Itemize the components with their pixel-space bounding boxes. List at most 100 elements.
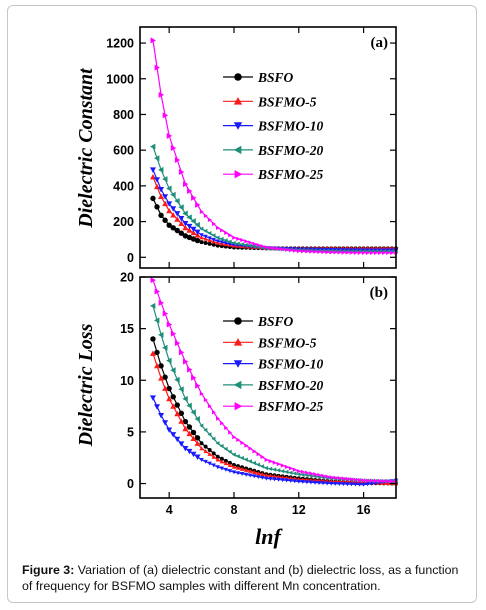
panel-b-xtick-label: 16 bbox=[357, 503, 371, 517]
panel-b-point-bsfo bbox=[170, 394, 176, 400]
panel-a-point-bsfmo-25 bbox=[203, 213, 208, 218]
panel-a-point-bsfmo-20 bbox=[227, 239, 232, 244]
panel-b-point-bsfmo-25 bbox=[256, 451, 261, 457]
panel-a-point-bsfmo-25 bbox=[365, 250, 370, 256]
panel-b-point-bsfmo-10 bbox=[149, 395, 156, 401]
panel-a-point-bsfmo-25 bbox=[305, 249, 310, 254]
panel-a-point-bsfmo-25 bbox=[329, 250, 334, 255]
panel-b-point-bsfmo-25 bbox=[357, 477, 362, 483]
panel-a-point-bsfmo-25 bbox=[211, 221, 216, 227]
panel-b-point-bsfmo-20 bbox=[288, 470, 293, 475]
panel-b-xtick-label: 4 bbox=[166, 503, 173, 517]
panel-a-point-bsfmo-20 bbox=[199, 226, 204, 231]
panel-a-point-bsfmo-25 bbox=[373, 250, 378, 256]
panel-b-point-bsfmo-10 bbox=[268, 477, 273, 481]
panel-b-point-bsfmo-20 bbox=[178, 386, 184, 393]
panel-b-point-bsfo bbox=[219, 456, 224, 461]
panel-b-point-bsfmo-25 bbox=[313, 472, 318, 477]
panel-b-point-bsfmo-5 bbox=[170, 403, 177, 409]
panel-b-point-bsfmo-25 bbox=[260, 454, 265, 460]
panel-a-point-bsfmo-25 bbox=[224, 230, 229, 235]
panel-b-point-bsfmo-25 bbox=[333, 475, 338, 480]
panel-b-point-bsfmo-10 bbox=[247, 473, 253, 478]
panel-a-point-bsfmo-25 bbox=[321, 249, 326, 255]
panel-a-ytick-label: 600 bbox=[113, 144, 134, 158]
panel-b-point-bsfmo-20 bbox=[227, 449, 232, 454]
panel-b-ytick-label: 15 bbox=[120, 322, 134, 336]
panel-a-point-bsfmo-20 bbox=[166, 185, 172, 192]
panel-a-point-bsfo bbox=[186, 234, 193, 241]
panel-b-point-bsfmo-10 bbox=[174, 436, 181, 443]
panel-b-point-bsfmo-10 bbox=[162, 420, 169, 426]
panel-b-point-bsfmo-25 bbox=[317, 472, 322, 478]
panel-a-point-bsfmo-25 bbox=[369, 250, 374, 256]
panel-b-point-bsfmo-25 bbox=[373, 478, 378, 484]
panel-a-point-bsfmo-5 bbox=[178, 220, 185, 226]
panel-b-point-bsfmo-25 bbox=[280, 463, 285, 468]
panel-a-point-bsfmo-25 bbox=[345, 250, 350, 255]
panel-a-point-bsfmo-25 bbox=[166, 132, 173, 139]
panel-b-ytick-label: 10 bbox=[120, 374, 134, 388]
panel-a-point-bsfmo-25 bbox=[357, 250, 362, 255]
panel-b-xlabel: lnf bbox=[255, 524, 283, 549]
panel-a-point-bsfmo-20 bbox=[203, 228, 208, 234]
panel-b-point-bsfmo-20 bbox=[231, 452, 236, 457]
panel-a-point-bsfmo-20 bbox=[162, 176, 168, 183]
panel-a-point-bsfmo-25 bbox=[276, 246, 281, 252]
panel-a-point-bsfmo-25 bbox=[228, 232, 233, 238]
panel-b-point-bsfmo-5 bbox=[211, 454, 216, 459]
panel-b-point-bsfmo-25 bbox=[264, 457, 269, 462]
panel-a-point-bsfmo-25 bbox=[301, 248, 306, 254]
panel-b-xtick-label: 12 bbox=[292, 503, 306, 517]
panel-b-point-bsfmo-25 bbox=[211, 410, 216, 415]
panel-b-point-bsfmo-20 bbox=[268, 466, 273, 472]
panel-b-legend-label: BSFMO-25 bbox=[257, 399, 324, 414]
panel-b-point-bsfmo-5 bbox=[158, 375, 165, 381]
panel-a-legend-label: BSFMO-10 bbox=[257, 119, 324, 134]
panel-a-point-bsfmo-20 bbox=[211, 233, 216, 238]
panel-b-point-bsfmo-10 bbox=[345, 482, 350, 487]
panel-b-point-bsfmo-25 bbox=[361, 478, 366, 483]
panel-b-point-bsfmo-10 bbox=[203, 459, 208, 464]
panel-b-point-bsfmo-10 bbox=[199, 458, 204, 462]
panel-a-point-bsfmo-20 bbox=[207, 230, 212, 236]
panel-b-point-bsfmo-20 bbox=[247, 459, 252, 464]
panel-b-point-bsfo bbox=[194, 435, 201, 441]
panel-b-point-bsfmo-10 bbox=[304, 480, 310, 485]
panel-b-point-bsfmo-10 bbox=[178, 441, 185, 447]
panel-b-point-bsfmo-25 bbox=[272, 460, 277, 465]
panel-a-axes-frame bbox=[139, 26, 397, 269]
panel-a-point-bsfmo-20 bbox=[252, 244, 256, 249]
panel-a-point-bsfmo-10 bbox=[170, 206, 177, 212]
panel-a-point-bsfmo-25 bbox=[182, 181, 189, 188]
panel-b-ytick-label: 0 bbox=[127, 477, 134, 491]
panel-b-panel-label: (b) bbox=[370, 285, 388, 301]
panel-a-point-bsfmo-10 bbox=[207, 236, 212, 241]
panel-b-point-bsfmo-10 bbox=[308, 480, 314, 485]
panel-a-ytick-label: 800 bbox=[113, 108, 134, 122]
panel-b-point-bsfmo-20 bbox=[239, 455, 244, 461]
panel-b-point-bsfmo-25 bbox=[341, 476, 346, 481]
panel-a-point-bsfmo-20 bbox=[235, 241, 240, 246]
panel-b-point-bsfo bbox=[162, 374, 168, 380]
panel-a-point-bsfmo-25 bbox=[268, 245, 273, 251]
panel-b-point-bsfmo-5 bbox=[219, 459, 225, 464]
panel-b-point-bsfmo-25 bbox=[240, 440, 245, 445]
panel-a-point-bsfmo-20 bbox=[239, 242, 244, 247]
panel-a-point-bsfmo-10 bbox=[219, 240, 225, 245]
panel-b-point-bsfmo-5 bbox=[190, 435, 197, 442]
panel-b-point-bsfmo-20 bbox=[190, 409, 196, 416]
panel-a-point-bsfmo-25 bbox=[178, 169, 185, 176]
panel-b-point-bsfmo-10 bbox=[231, 470, 237, 475]
panel-a-point-bsfmo-25 bbox=[382, 250, 387, 256]
panel-b-point-bsfmo-10 bbox=[320, 481, 326, 486]
panel-a-point-bsfmo-25 bbox=[216, 225, 220, 231]
panel-b-legend-marker bbox=[234, 317, 242, 325]
panel-b-point-bsfmo-25 bbox=[178, 349, 185, 356]
panel-b-point-bsfmo-25 bbox=[232, 434, 237, 440]
panel-b-point-bsfmo-10 bbox=[252, 474, 257, 479]
panel-b-point-bsfmo-20 bbox=[186, 402, 192, 409]
panel-a-point-bsfmo-25 bbox=[333, 250, 338, 255]
panel-b-point-bsfmo-20 bbox=[219, 443, 224, 449]
panel-a-point-bsfmo-10 bbox=[190, 226, 197, 233]
